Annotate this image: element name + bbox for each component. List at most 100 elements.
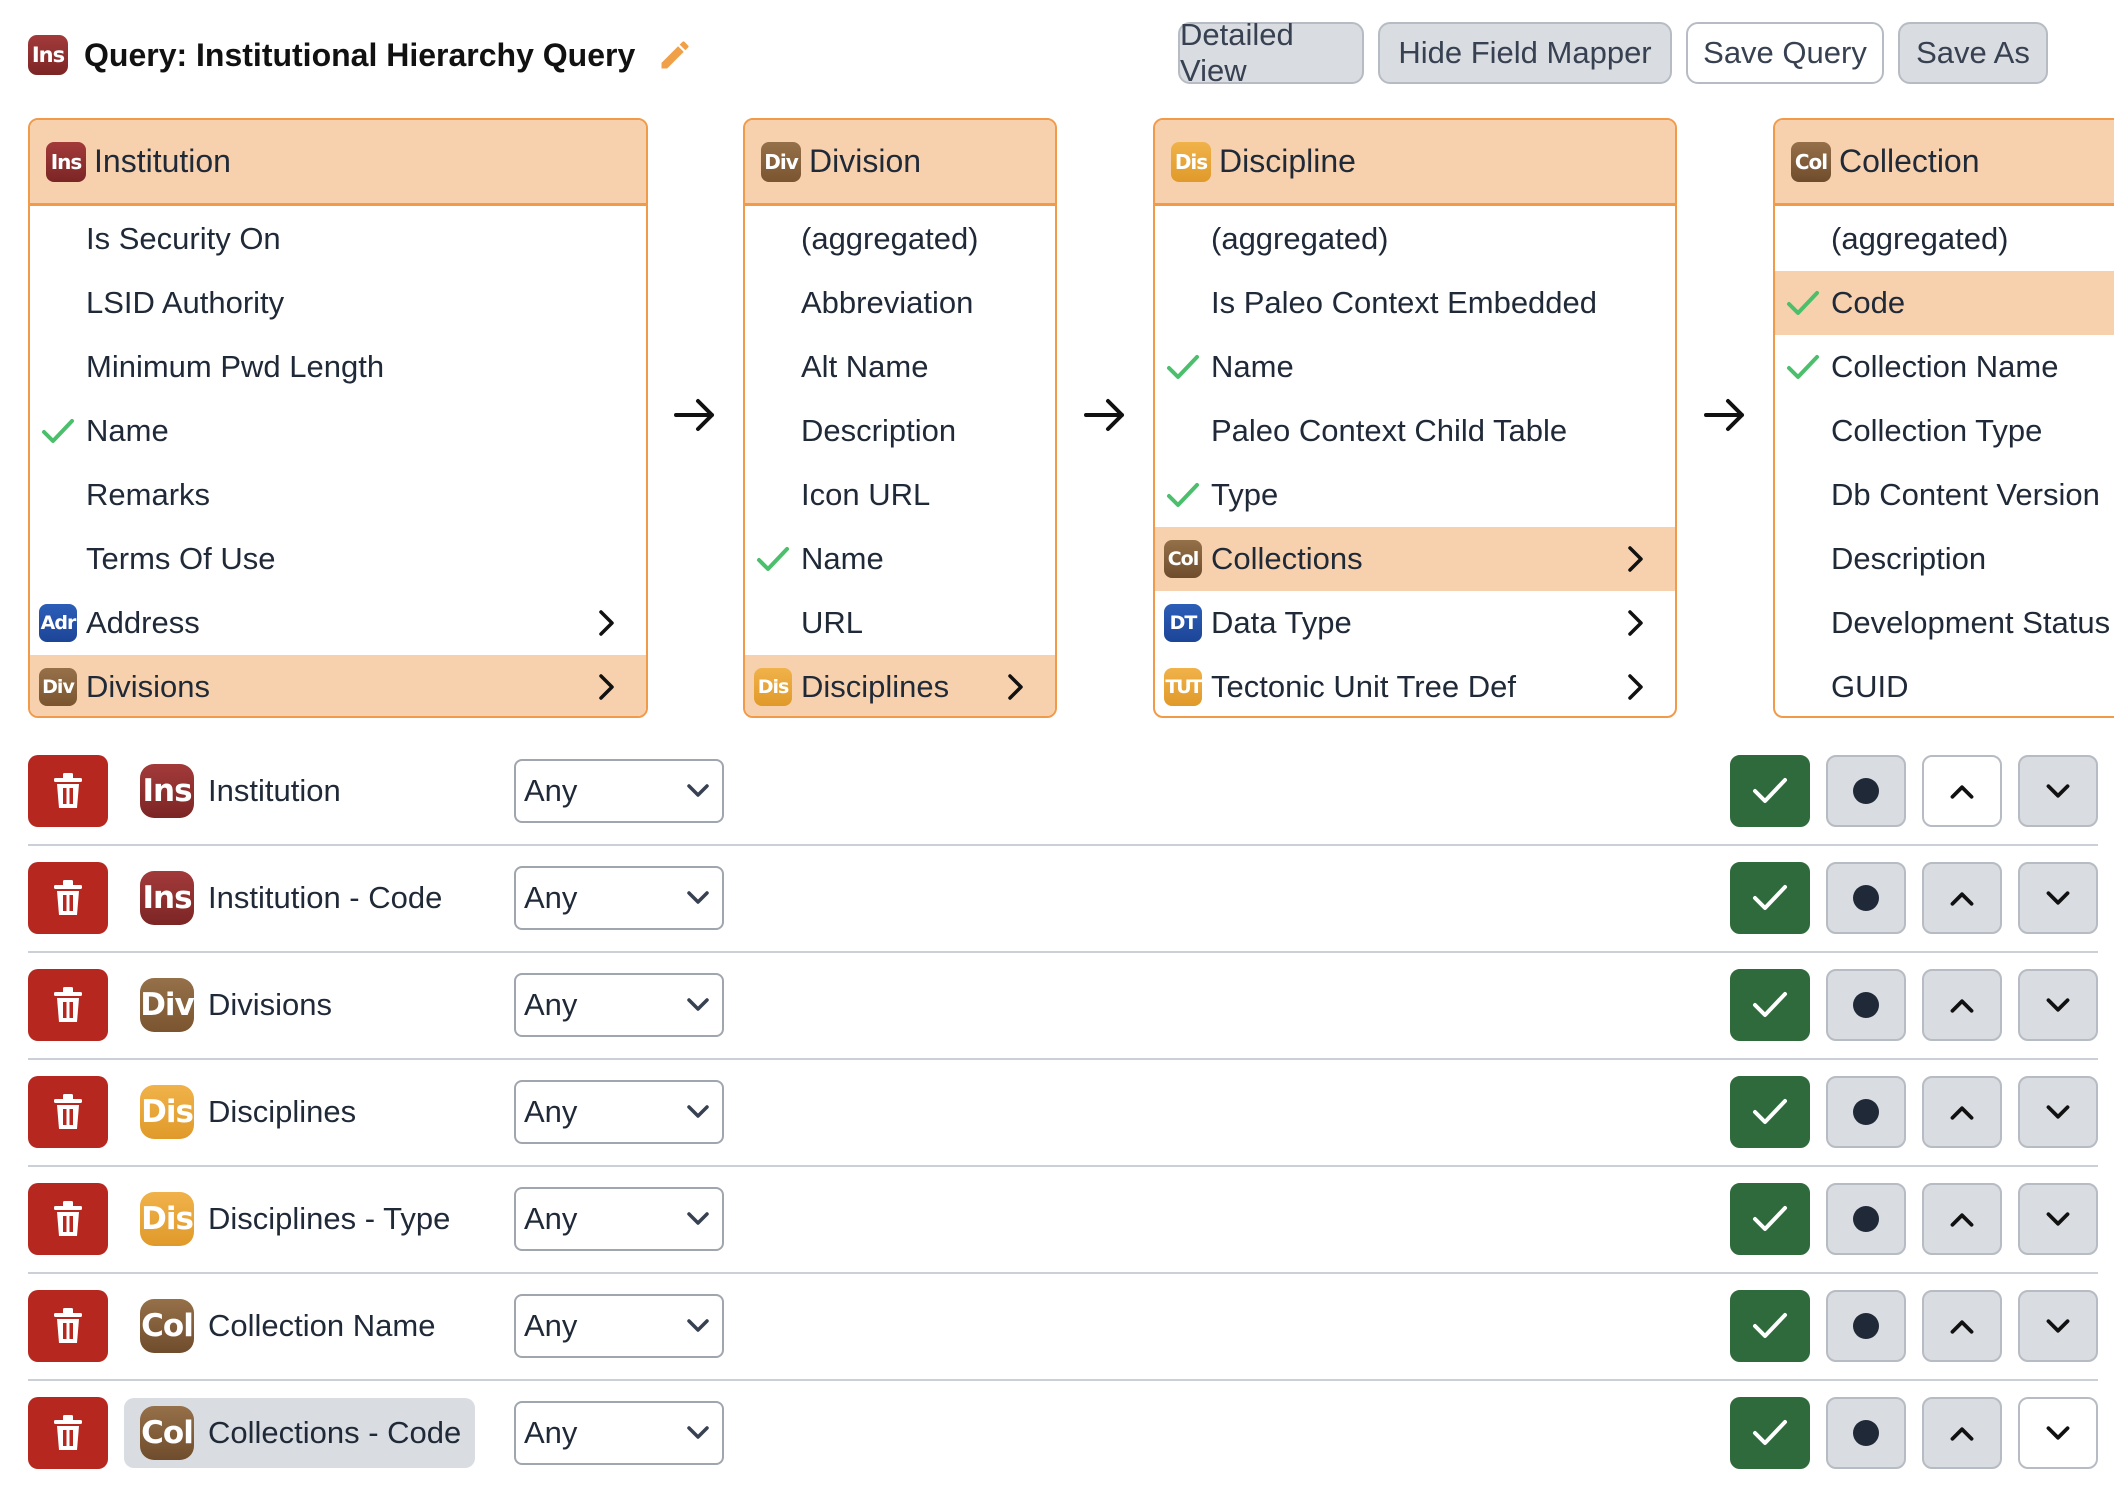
field-row[interactable]: (aggregated) (1775, 207, 2114, 271)
negate-toggle[interactable] (1826, 755, 1906, 827)
field-row[interactable]: Db Content Version (1775, 463, 2114, 527)
move-down-button[interactable] (2018, 1076, 2098, 1148)
operator-value: Any (524, 773, 578, 808)
field-row[interactable]: Collection Name (1775, 335, 2114, 399)
field-row[interactable]: Dis Disciplines (745, 655, 1055, 716)
field-label: Description (1831, 541, 1987, 576)
field-row[interactable]: Description (1775, 527, 2114, 591)
field-row[interactable]: Type (1155, 463, 1675, 527)
query-line-label: Collections - Code (208, 1415, 462, 1450)
query-line-field[interactable]: Ins Institution (124, 756, 355, 826)
pencil-edit-icon[interactable] (657, 37, 693, 73)
hide-field-mapper-button[interactable]: Hide Field Mapper (1378, 22, 1672, 84)
field-label: Development Status (1831, 605, 2111, 640)
field-row[interactable]: (aggregated) (1155, 207, 1675, 271)
field-row[interactable]: URL (745, 591, 1055, 655)
show-field-toggle[interactable] (1730, 755, 1810, 827)
field-row[interactable]: (aggregated) (745, 207, 1055, 271)
move-down-button[interactable] (2018, 1183, 2098, 1255)
negate-toggle[interactable] (1826, 969, 1906, 1041)
delete-line-button[interactable] (28, 862, 108, 934)
field-row[interactable]: Description (745, 399, 1055, 463)
field-row[interactable]: Is Paleo Context Embedded (1155, 271, 1675, 335)
delete-line-button[interactable] (28, 969, 108, 1041)
move-up-button[interactable] (1922, 1076, 2002, 1148)
query-line-field[interactable]: Dis Disciplines - Type (124, 1184, 464, 1254)
field-row[interactable]: Name (1155, 335, 1675, 399)
show-field-toggle[interactable] (1730, 1290, 1810, 1362)
show-field-toggle[interactable] (1730, 969, 1810, 1041)
field-row[interactable]: GUID (1775, 655, 2114, 716)
show-field-toggle[interactable] (1730, 1183, 1810, 1255)
field-row[interactable]: Alt Name (745, 335, 1055, 399)
move-down-button[interactable] (2018, 755, 2098, 827)
arrow-right-icon (1704, 399, 1744, 431)
negate-toggle[interactable] (1826, 1397, 1906, 1469)
query-line-field[interactable]: Col Collections - Code (124, 1398, 476, 1468)
delete-line-button[interactable] (28, 1183, 108, 1255)
move-down-button[interactable] (2018, 969, 2098, 1041)
move-down-button[interactable] (2018, 862, 2098, 934)
dot-icon (1853, 1206, 1879, 1232)
field-label: Collection Type (1831, 413, 2043, 448)
operator-select[interactable]: Any (514, 1294, 724, 1358)
field-label: Disciplines (801, 669, 950, 704)
move-down-button[interactable] (2018, 1397, 2098, 1469)
move-up-button[interactable] (1922, 1183, 2002, 1255)
operator-select[interactable]: Any (514, 1080, 724, 1144)
operator-value: Any (524, 1308, 578, 1343)
move-up-button[interactable] (1922, 969, 2002, 1041)
move-down-button[interactable] (2018, 1290, 2098, 1362)
operator-select[interactable]: Any (514, 1401, 724, 1465)
show-field-toggle[interactable] (1730, 1076, 1810, 1148)
move-up-button[interactable] (1922, 862, 2002, 934)
field-row[interactable]: Name (30, 399, 646, 463)
field-row[interactable]: Is Security On (30, 207, 646, 271)
chevron-down-icon (687, 1105, 709, 1118)
move-up-button[interactable] (1922, 1290, 2002, 1362)
show-field-toggle[interactable] (1730, 862, 1810, 934)
field-label: (aggregated) (1211, 221, 1389, 256)
move-up-button[interactable] (1922, 1397, 2002, 1469)
field-row[interactable]: Minimum Pwd Length (30, 335, 646, 399)
collection-field-list: (aggregated) Code Collection Name Collectio… (1775, 206, 2114, 716)
operator-select[interactable]: Any (514, 973, 724, 1037)
query-line-field[interactable]: Dis Disciplines (124, 1077, 370, 1147)
negate-toggle[interactable] (1826, 1076, 1906, 1148)
field-row[interactable]: Remarks (30, 463, 646, 527)
field-label: Data Type (1211, 605, 1352, 640)
query-line-field[interactable]: Div Divisions (124, 970, 346, 1040)
operator-select[interactable]: Any (514, 759, 724, 823)
negate-toggle[interactable] (1826, 862, 1906, 934)
delete-line-button[interactable] (28, 755, 108, 827)
field-row[interactable]: Collection Type (1775, 399, 2114, 463)
detailed-view-button[interactable]: Detailed View (1178, 17, 1364, 88)
field-row[interactable]: Col Collections (1155, 527, 1675, 591)
field-row[interactable]: Code (1775, 271, 2114, 335)
field-row[interactable]: TUT Tectonic Unit Tree Def (1155, 655, 1675, 716)
field-row[interactable]: DT Data Type (1155, 591, 1675, 655)
negate-toggle[interactable] (1826, 1183, 1906, 1255)
field-row[interactable]: Adr Address (30, 591, 646, 655)
field-label: Db Content Version (1831, 477, 2100, 512)
query-line-field[interactable]: Col Collection Name (124, 1291, 449, 1361)
delete-line-button[interactable] (28, 1290, 108, 1362)
field-row[interactable]: Div Divisions (30, 655, 646, 716)
query-line-field[interactable]: Ins Institution - Code (124, 863, 456, 933)
operator-select[interactable]: Any (514, 1187, 724, 1251)
field-row[interactable]: Development Status (1775, 591, 2114, 655)
field-row[interactable]: Terms Of Use (30, 527, 646, 591)
save-as-button[interactable]: Save As (1898, 22, 2048, 84)
field-row[interactable]: LSID Authority (30, 271, 646, 335)
field-row[interactable]: Name (745, 527, 1055, 591)
field-row[interactable]: Abbreviation (745, 271, 1055, 335)
negate-toggle[interactable] (1826, 1290, 1906, 1362)
save-query-button[interactable]: Save Query (1686, 22, 1884, 84)
delete-line-button[interactable] (28, 1076, 108, 1148)
operator-select[interactable]: Any (514, 866, 724, 930)
field-row[interactable]: Paleo Context Child Table (1155, 399, 1675, 463)
delete-line-button[interactable] (28, 1397, 108, 1469)
field-row[interactable]: Icon URL (745, 463, 1055, 527)
show-field-toggle[interactable] (1730, 1397, 1810, 1469)
move-up-button[interactable] (1922, 755, 2002, 827)
